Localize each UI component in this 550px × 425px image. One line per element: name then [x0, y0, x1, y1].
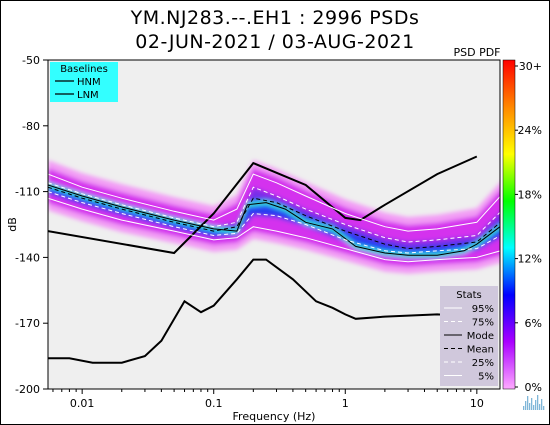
x-tick-label: 0.01	[70, 397, 95, 410]
colorbar-tick-label: 18%	[518, 188, 542, 201]
logo-bar	[541, 399, 543, 410]
stats-entry-95pct: 95%	[472, 304, 494, 315]
plot-border	[47, 59, 501, 390]
pdf-band-mode	[48, 182, 500, 259]
colorbar-tick-label: 6%	[525, 317, 542, 330]
stats-entry-75pct: 75%	[472, 318, 494, 329]
baselines-legend-box	[50, 62, 118, 102]
colorbar-title: PSD PDF	[453, 46, 500, 59]
stats-legend-box	[440, 286, 498, 386]
stats-entry-25pct: 25%	[472, 358, 494, 369]
logo-bar	[539, 404, 541, 410]
series-95pct-line	[48, 173, 500, 232]
stats-legend-title: Stats	[456, 290, 482, 301]
stats-entry-mode: Mode	[467, 331, 494, 342]
baselines-legend-title: Baselines	[60, 64, 108, 75]
legend-entry-lnm: LNM	[77, 90, 99, 101]
logo-bar	[525, 401, 527, 410]
y-tick-label: -80	[22, 120, 40, 133]
logo-bar	[537, 395, 539, 410]
y-tick-label: -200	[15, 383, 40, 396]
stats-entry-mean: Mean	[467, 345, 494, 356]
waveform-logo-icon	[523, 395, 545, 410]
x-tick-label: 0.1	[205, 397, 223, 410]
series-mode-line	[48, 184, 500, 256]
logo-bar	[527, 396, 529, 410]
pdf-band-core	[48, 186, 500, 255]
series-25pct-line	[48, 191, 500, 254]
y-tick-label: -50	[22, 54, 40, 67]
x-axis-label: Frequency (Hz)	[233, 410, 316, 423]
x-tick-label: 1	[342, 397, 349, 410]
logo-bar	[531, 398, 533, 410]
y-axis-label: dB	[6, 217, 19, 232]
logo-bar	[535, 400, 537, 410]
y-tick-label: -170	[15, 317, 40, 330]
colorbar-tick-label: 12%	[518, 253, 542, 266]
colorbar-tick-label: 0%	[525, 381, 542, 394]
logo-bar	[533, 405, 535, 410]
colorbar	[502, 59, 516, 390]
y-tick-label: -140	[15, 251, 40, 264]
series-lines	[48, 155, 500, 364]
series-lnm-line	[48, 258, 477, 364]
series-hnm-line	[48, 155, 478, 255]
legend-entry-hnm: HNM	[77, 77, 101, 88]
logo-bar	[543, 406, 545, 410]
logo-bar	[523, 406, 525, 410]
x-tick-label: 10	[470, 397, 484, 410]
y-tick-label: -110	[15, 186, 40, 199]
logo-bar	[529, 403, 531, 410]
chart-title-line-2: 02-JUN-2021 / 03-AUG-2021	[135, 31, 415, 53]
colorbar-tick-label: 30+	[519, 60, 542, 73]
stats-entry-5pct: 5%	[478, 372, 494, 383]
series-5pct-line	[48, 197, 500, 263]
colorbar-tick-label: 24%	[518, 124, 542, 137]
chart-title-line-1: YM.NJ283.--.EH1 : 2996 PSDs	[130, 7, 420, 29]
